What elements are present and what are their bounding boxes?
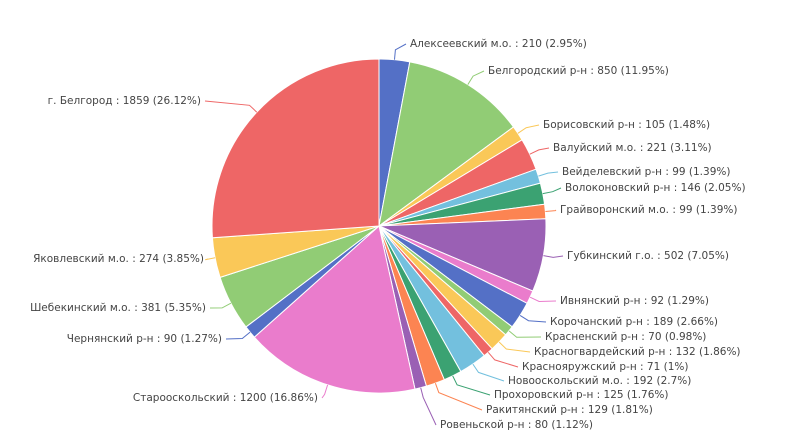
slice-label-3: Борисовский р-н : 105 (1.48%) [543, 119, 710, 131]
leader-line-4 [529, 147, 550, 155]
leader-line-18 [321, 384, 329, 399]
slice-label-6: Волоконовский р-н : 146 (2.05%) [565, 182, 746, 194]
leader-line-10 [519, 314, 547, 323]
slice-label-18: Старооскольский : 1200 (16.86%) [133, 392, 318, 404]
slice-label-20: Шебекинский м.о. : 381 (5.35%) [30, 302, 206, 314]
slice-label-9: Ивнянский р-н : 92 (1.29%) [560, 295, 709, 307]
leader-line-19 [225, 331, 251, 340]
slice-label-12: Красногвардейский р-н : 132 (1.86%) [534, 346, 741, 358]
slice-label-8: Губкинский г.о. : 502 (7.05%) [567, 250, 729, 262]
leader-line-21 [205, 257, 216, 261]
slice-label-13: Краснояружский р-н : 71 (1%) [522, 361, 688, 373]
slice-label-22: г. Белгород : 1859 (26.12%) [48, 95, 201, 107]
pie-slices [211, 58, 547, 394]
leader-line-7 [545, 209, 557, 212]
slice-label-4: Валуйский м.о. : 221 (3.11%) [553, 142, 712, 154]
slice-label-16: Ракитянский р-н : 129 (1.81%) [486, 404, 653, 416]
leader-line-3 [517, 124, 540, 134]
leader-line-1 [394, 43, 407, 60]
slice-label-10: Корочанский р-н : 189 (2.66%) [550, 316, 718, 328]
pie-labels: Алексеевский м.о. : 210 (2.95%) Белгородс… [30, 38, 746, 431]
pie-slice-22[interactable] [211, 58, 380, 239]
slice-label-1: Алексеевский м.о. : 210 (2.95%) [410, 38, 587, 50]
leader-line-11 [508, 330, 542, 338]
slice-label-11: Красненский р-н : 70 (0.98%) [545, 331, 706, 343]
leader-line-20 [209, 302, 232, 309]
slice-label-19: Чернянский р-н : 90 (1.27%) [67, 333, 222, 345]
leader-line-13 [487, 351, 519, 368]
pie-slice-18[interactable] [253, 225, 416, 394]
leader-line-9 [529, 296, 557, 303]
leader-line-17 [420, 387, 437, 426]
leader-line-2 [467, 70, 485, 85]
leader-line-14 [472, 363, 505, 382]
slice-label-17: Ровеньской р-н : 80 (1.12%) [440, 419, 593, 431]
leader-line-12 [498, 341, 531, 353]
leader-line-6 [542, 187, 562, 195]
leader-line-15 [452, 375, 491, 396]
leader-line-5 [538, 171, 559, 177]
leader-line-8 [543, 255, 564, 258]
slice-label-5: Вейделевский р-н : 99 (1.39%) [562, 166, 730, 178]
leader-line-22 [204, 100, 258, 113]
slice-label-14: Новооскольский м.о. : 192 (2.7%) [508, 375, 691, 387]
slice-label-2: Белгородский р-н : 850 (11.95%) [488, 65, 669, 77]
leader-line-16 [434, 383, 483, 411]
slice-label-21: Яковлевский м.о. : 274 (3.85%) [33, 253, 204, 265]
slice-label-15: Прохоровский р-н : 125 (1.76%) [494, 389, 668, 401]
slice-label-7: Грайворонский м.о. : 99 (1.39%) [560, 204, 737, 216]
